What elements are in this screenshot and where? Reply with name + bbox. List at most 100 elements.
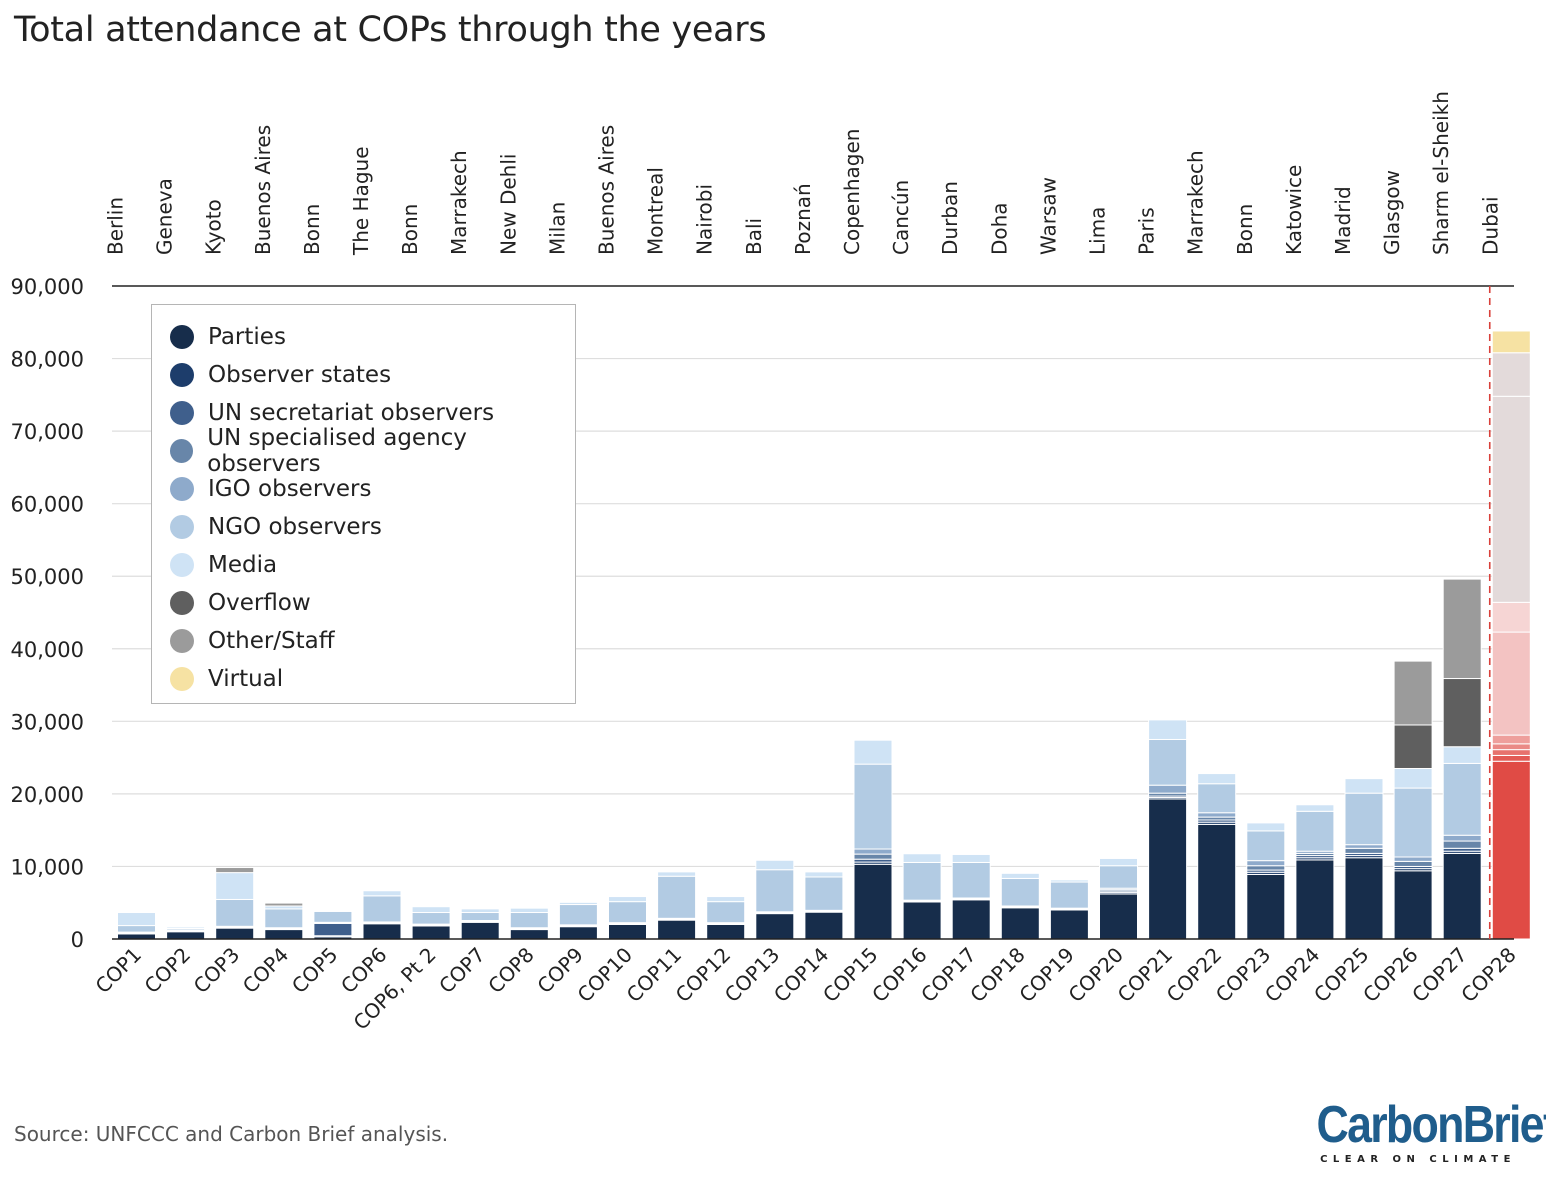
location-label: Katowice [1282,165,1306,255]
bar-segment [362,890,402,897]
legend-label: UN secretariat observers [208,400,495,426]
location-label: Berlin [104,197,128,255]
x-tick-label: COP3 [189,943,245,999]
bar-segment [1491,749,1531,756]
location-label: Bonn [300,204,324,255]
y-tick-label: 20,000 [11,783,84,807]
legend-label: UN specialised agency observers [207,425,467,477]
x-tick-label: COP27 [1407,943,1472,1008]
legend-label: Media [208,552,278,578]
legend: Parties Observer states UN secretariat o… [151,304,576,704]
bar-segment [853,863,893,940]
location-label: The Hague [349,146,373,256]
location-label: Paris [1135,207,1159,255]
legend-item-virtual[interactable]: Virtual [170,660,575,698]
bar-segment [1393,660,1433,726]
bar-segment [460,921,500,940]
x-tick-label: COP20 [1064,943,1129,1008]
bar-segment [755,913,795,940]
legend-item-igo[interactable]: IGO observers [170,470,575,508]
bar-segment [1099,865,1138,889]
source-note: Source: UNFCCC and Carbon Brief analysis… [14,1122,449,1146]
legend-item-overflow[interactable]: Overflow [170,584,575,622]
bar-segment [1442,678,1482,748]
bar-segment [1148,738,1188,786]
location-label: Buenos Aires [595,125,619,255]
bar-segment [1393,787,1433,858]
legend-item-un-agency[interactable]: UN specialised agency observers [170,425,575,477]
legend-item-media[interactable]: Media [170,546,575,584]
bar-segment [558,901,598,906]
location-label: Poznań [791,183,815,255]
legend-label: Virtual [208,666,284,692]
location-label: Kyoto [202,199,226,255]
location-label: Marrakech [1184,150,1208,255]
bar-segment [1344,792,1384,846]
bar-segment [215,927,255,940]
bar-segment [1442,578,1482,680]
x-tick-label: COP13 [720,943,785,1008]
legend-label: IGO observers [208,476,372,502]
bar-segment [1344,844,1384,849]
bar-segment [1393,724,1433,769]
x-tick-label: COP12 [671,943,736,1008]
x-tick-label: COP25 [1309,943,1374,1008]
x-tick-label: COP19 [1014,943,1079,1008]
bar-segment [755,859,795,871]
bar-segment [509,912,549,929]
bar-segment [1442,834,1482,842]
location-label: Copenhagen [840,129,864,255]
bar-segment [951,899,991,940]
x-tick-label: COP18 [965,943,1030,1008]
bar-segment [1491,395,1531,603]
location-label: Sharm el-Sheikh [1429,91,1453,255]
bar-segment [1442,852,1482,940]
legend-item-observer-states[interactable]: Observer states [170,356,575,394]
bar-segment [1000,872,1040,879]
bar-segment [1148,784,1188,794]
legend-label: Parties [208,324,286,350]
x-tick-label: COP11 [622,943,687,1008]
y-tick-label: 30,000 [11,710,84,734]
bar-segment [411,906,451,914]
x-tick-label: COP14 [769,943,834,1008]
bar-segment [460,908,500,914]
legend-label: Observer states [208,362,392,388]
legend-item-un-secretariat[interactable]: UN secretariat observers [170,394,575,432]
x-tick-label: COP7 [434,943,490,999]
bar-segment [1442,746,1482,764]
bar-segment [608,901,647,924]
bar-segment [1000,877,1040,907]
location-label: New Dehli [496,154,520,255]
bar-segment [1099,893,1138,940]
bar-segment [706,923,746,940]
logo-wordmark: CarbonBrief [1316,1096,1546,1154]
legend-item-ngo[interactable]: NGO observers [170,508,575,546]
legend-item-parties[interactable]: Parties [170,318,575,356]
bar-segment [1393,856,1433,862]
bar-segment [166,931,206,940]
location-label: Madrid [1331,186,1355,255]
x-tick-label: COP17 [916,943,981,1008]
location-label: Milan [545,202,569,255]
legend-label: NGO observers [208,514,382,540]
x-tick-label: COP16 [867,943,932,1008]
bar-segment [1295,810,1335,852]
y-tick-label: 0 [71,928,84,952]
y-tick-label: 60,000 [11,493,84,517]
bar-segment [1000,907,1040,940]
carbon-brief-logo[interactable]: CarbonBrief CLEAR ON CLIMATE [1300,1096,1546,1165]
x-tick-label: COP10 [573,943,638,1008]
bar-segment [558,904,598,926]
legend-item-other-staff[interactable]: Other/Staff [170,622,575,660]
bar-segment [755,869,795,913]
bar-segment [657,875,697,919]
bar-segment [362,923,402,940]
legend-swatch-media [170,553,194,577]
bar-segment [853,853,893,860]
location-label: Doha [987,202,1011,255]
bar-segment [1393,767,1433,789]
bar-segment [1197,823,1237,940]
legend-swatch-parties [170,325,194,349]
y-tick-label: 80,000 [11,348,84,372]
